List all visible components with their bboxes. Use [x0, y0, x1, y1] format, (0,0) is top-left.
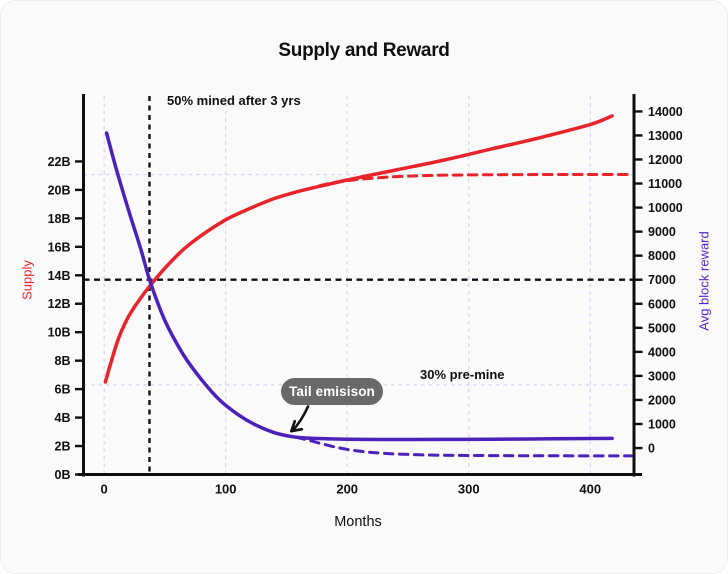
right-tick-label: 5000	[648, 321, 676, 335]
annotation-50-percent-mined: 50% mined after 3 yrs	[167, 93, 301, 108]
tail-emission-arrow	[291, 405, 310, 432]
left-axis-title: Supply	[19, 260, 35, 300]
left-tick-label: 8B	[55, 354, 71, 368]
right-tick-label: 14000	[648, 105, 683, 119]
right-tick-label: 0	[648, 442, 655, 456]
x-tick-label: 300	[458, 482, 480, 497]
right-tick-label: 13000	[648, 129, 683, 143]
left-tick-label: 2B	[55, 440, 71, 454]
left-tick-label: 18B	[48, 212, 71, 226]
x-tick-label: 0	[101, 482, 108, 497]
right-tick-label: 7000	[648, 273, 676, 287]
right-tick-label: 6000	[648, 297, 676, 311]
left-tick-label: 20B	[48, 183, 71, 197]
right-tick-label: 11000	[648, 177, 682, 191]
series-supply	[103, 114, 614, 384]
chart-title: Supply and Reward	[278, 40, 450, 61]
left-tick-label: 0B	[55, 468, 71, 482]
right-tick-label: 2000	[648, 393, 676, 407]
tail-emission-badge: Tail emisison	[281, 378, 383, 405]
x-axis-title: Months	[334, 514, 382, 530]
annotation-30-percent-premine: 30% pre-mine	[420, 367, 505, 382]
left-tick-label: 16B	[48, 240, 71, 254]
left-tick-label: 6B	[55, 383, 71, 397]
x-tick-label: 200	[336, 482, 358, 497]
left-tick-label: 22B	[48, 155, 71, 169]
x-tick-label: 100	[215, 482, 237, 497]
left-tick-label: 12B	[48, 297, 71, 311]
series-reward	[104, 131, 614, 442]
right-axis-title: Avg block reward	[696, 231, 712, 331]
right-tick-label: 3000	[648, 369, 676, 383]
right-tick-label: 9000	[648, 225, 676, 239]
right-tick-label: 10000	[648, 201, 683, 215]
tail-emission-arrowhead	[290, 419, 304, 433]
x-tick-label: 400	[579, 482, 601, 497]
right-tick-label: 4000	[648, 345, 676, 359]
right-tick-label: 1000	[648, 418, 676, 432]
right-tick-label: 12000	[648, 153, 683, 167]
right-tick-label: 8000	[648, 249, 676, 263]
left-tick-label: 14B	[48, 269, 71, 283]
series-reward-no-tail	[294, 435, 634, 458]
left-tick-label: 10B	[48, 326, 71, 340]
left-tick-label: 4B	[55, 411, 71, 425]
